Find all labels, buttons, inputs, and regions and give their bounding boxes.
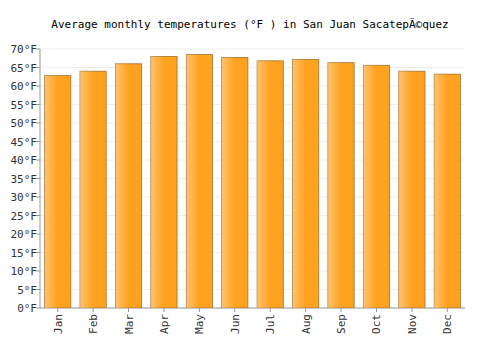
bar: [186, 55, 212, 308]
bar-highlight: [186, 55, 199, 308]
bar: [257, 61, 283, 308]
y-tick-label: 50°F: [11, 117, 38, 130]
y-tick-label: 35°F: [11, 173, 38, 186]
bar: [222, 58, 248, 308]
x-tick-label: Jun: [229, 314, 242, 334]
bar-highlight: [115, 64, 128, 308]
x-tick: [93, 308, 94, 312]
x-tick-label: Nov: [406, 314, 419, 334]
bar: [328, 63, 354, 308]
x-tick-label: May: [193, 314, 206, 334]
y-tick-label: 10°F: [11, 265, 38, 278]
x-tick: [234, 308, 235, 312]
y-tick-label: 40°F: [11, 154, 38, 167]
y-axis: [40, 49, 41, 308]
bar-highlight: [328, 63, 341, 308]
x-tick: [305, 308, 306, 312]
x-tick: [447, 308, 448, 312]
x-tick-label: Mar: [123, 314, 136, 334]
x-tick: [199, 308, 200, 312]
bar: [293, 59, 319, 308]
x-tick: [341, 308, 342, 312]
bar-highlight: [434, 74, 447, 308]
bar: [45, 76, 71, 308]
y-tick-label: 0°F: [17, 302, 37, 315]
x-tick: [163, 308, 164, 312]
bar: [115, 64, 141, 308]
x-tick-label: Feb: [87, 314, 100, 334]
bar-highlight: [222, 58, 235, 308]
y-tick-label: 25°F: [11, 210, 38, 223]
y-tick-label: 65°F: [11, 62, 38, 75]
chart-container: Average monthly temperatures (°F ) in Sa…: [0, 0, 500, 350]
y-tick-label: 30°F: [11, 191, 38, 204]
grid-line: [40, 67, 465, 68]
bar-highlight: [151, 56, 164, 308]
bar: [399, 71, 425, 308]
y-tick-label: 15°F: [11, 247, 38, 260]
bar-highlight: [363, 65, 376, 308]
x-tick-label: Oct: [370, 314, 383, 334]
y-tick-label: 55°F: [11, 99, 38, 112]
x-tick: [57, 308, 58, 312]
bar: [80, 71, 106, 308]
y-tick-label: 5°F: [17, 284, 37, 297]
bar-highlight: [80, 71, 93, 308]
x-tick: [376, 308, 377, 312]
x-tick: [411, 308, 412, 312]
grid-line: [40, 49, 465, 50]
bars: [45, 55, 461, 308]
bar-highlight: [45, 76, 58, 308]
y-tick-label: 70°F: [11, 43, 38, 56]
x-tick-label: Aug: [300, 314, 313, 334]
x-tick-label: Jul: [264, 314, 277, 334]
bar-highlight: [399, 71, 412, 308]
chart: Average monthly temperatures (°F ) in Sa…: [0, 0, 500, 350]
x-tick-label: Jan: [52, 314, 65, 334]
x-tick-label: Dec: [441, 314, 454, 334]
y-tick-label: 45°F: [11, 136, 38, 149]
bar-highlight: [257, 61, 270, 308]
title: Average monthly temperatures (°F ) in Sa…: [51, 18, 448, 31]
y-tick-label: 60°F: [11, 80, 38, 93]
x-tick: [128, 308, 129, 312]
bar-highlight: [293, 59, 306, 308]
bar: [151, 56, 177, 308]
bar: [363, 65, 389, 308]
bar: [434, 74, 460, 308]
x-tick-label: Sep: [335, 314, 348, 334]
x-tick-label: Apr: [158, 314, 171, 334]
y-tick-label: 20°F: [11, 228, 38, 241]
x-tick: [270, 308, 271, 312]
